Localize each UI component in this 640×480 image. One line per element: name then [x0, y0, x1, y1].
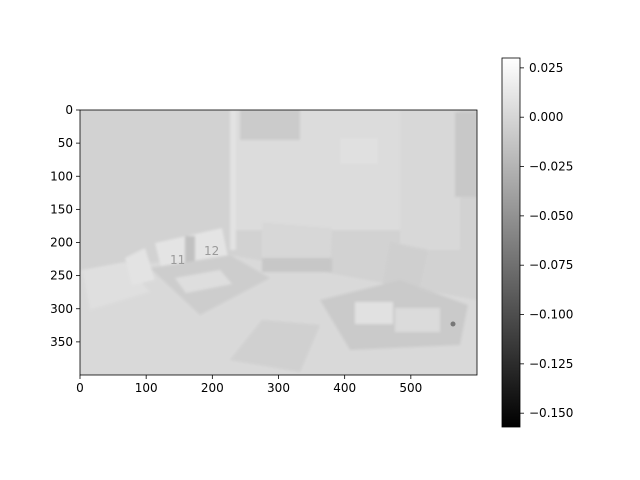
x-tick-label: 300 [267, 381, 290, 395]
colorbar-tick-label: −0.100 [529, 308, 573, 322]
y-tick-label: 200 [50, 236, 73, 250]
y-tick-label: 50 [58, 136, 73, 150]
x-tick-label: 100 [135, 381, 158, 395]
colorbar-tick-label: 0.025 [529, 61, 563, 75]
colorbar-tick-label: −0.150 [529, 406, 573, 420]
x-tick-label: 400 [333, 381, 356, 395]
y-tick-label: 250 [50, 269, 73, 283]
y-tick-label: 350 [50, 335, 73, 349]
heatmap-image: 11 12 [79, 109, 478, 376]
colorbar-axis: 0.025 0.000 −0.025 −0.050 −0.075 −0.100 −0.125… [520, 61, 573, 420]
x-tick-label: 0 [76, 381, 84, 395]
y-tick-label: 300 [50, 302, 73, 316]
y-axis: 0 50 100 150 200 250 300 350 [50, 103, 80, 349]
x-tick-label: 200 [201, 381, 224, 395]
svg-text:12: 12 [204, 244, 219, 258]
y-tick-label: 0 [65, 103, 73, 117]
colorbar-tick-label: −0.050 [529, 209, 573, 223]
y-tick-label: 150 [50, 202, 73, 216]
colorbar-tick-label: −0.075 [529, 258, 573, 272]
colorbar-tick-label: −0.025 [529, 160, 573, 174]
y-tick-label: 100 [50, 169, 73, 183]
x-axis: 0 100 200 300 400 500 [76, 375, 422, 395]
x-tick-label: 500 [399, 381, 422, 395]
colorbar-tick-label: −0.125 [529, 357, 573, 371]
colorbar: 0.025 0.000 −0.025 −0.050 −0.075 −0.100 −0.125… [501, 57, 573, 428]
colorbar-tick-label: 0.000 [529, 110, 563, 124]
svg-text:11: 11 [170, 253, 185, 267]
